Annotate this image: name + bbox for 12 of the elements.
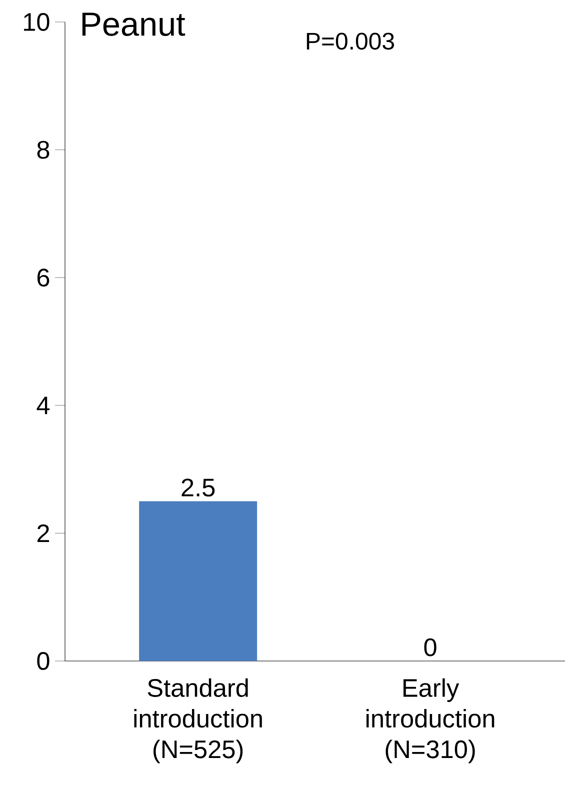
chart-title: Peanut bbox=[82, 12, 186, 36]
y-tick-label: 6 bbox=[37, 268, 50, 287]
y-tick-label: 8 bbox=[37, 140, 50, 159]
x-tick-label: Standard introduction (N=525) bbox=[134, 678, 262, 764]
y-tick-label: 10 bbox=[24, 13, 50, 31]
x-tick-label: Early introduction (N=310) bbox=[366, 678, 494, 764]
data-label: 0 bbox=[424, 638, 436, 656]
data-label: 2.5 bbox=[182, 478, 215, 497]
y-tick-label: 0 bbox=[37, 652, 50, 670]
y-tick-label: 2 bbox=[37, 524, 50, 542]
annotation: P=0.003 bbox=[306, 32, 394, 50]
y-tick-label: 4 bbox=[36, 396, 50, 414]
